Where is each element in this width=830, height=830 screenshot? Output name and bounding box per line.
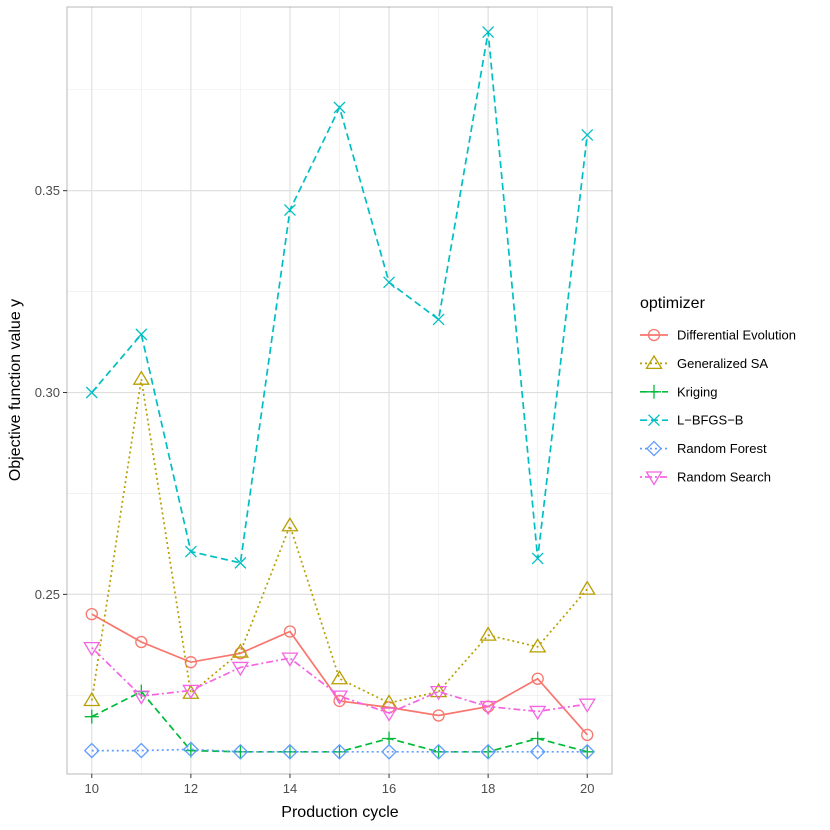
data-point [283,625,297,638]
data-point [232,743,249,760]
data-point [234,556,247,569]
legend-key-marker [647,384,661,399]
data-point [432,313,445,326]
legend-key-marker [648,414,660,427]
series-line [91,613,588,736]
x-tick-label: 10 [85,781,99,796]
data-point [432,709,445,722]
legend-item-l-bfgs-b: L−BFGS−B [640,413,743,428]
data-point [531,552,544,565]
legend-title: optimizer [640,295,706,312]
legend-item-kriging: Kriging [640,384,717,399]
series-random-forest [83,741,596,760]
data-point [85,386,98,399]
legend-label: Random Forest [677,441,767,456]
data-point [84,709,99,724]
data-point [333,101,346,114]
data-point [429,682,448,698]
x-tick-label: 16 [382,781,396,796]
data-point [381,743,397,760]
data-point [132,690,150,705]
data-point [383,276,396,289]
data-point [332,744,347,759]
data-point [83,691,101,707]
legend-label: Kriging [677,384,717,399]
series-random-search [83,641,596,722]
data-point [581,728,594,741]
legend-item-differential-evolution: Differential Evolution [640,328,796,343]
data-point [233,744,248,759]
data-point [283,204,296,217]
data-point [133,742,150,759]
legend-item-random-forest: Random Forest [640,440,767,457]
legend-label: Differential Evolution [677,328,796,343]
y-tick-label: 0.30 [35,385,60,400]
y-tick-label: 0.25 [35,587,60,602]
data-point [380,707,398,722]
data-point [479,626,497,641]
legend-label: Random Search [677,470,771,485]
data-point [182,684,200,700]
data-point [231,661,250,677]
x-axis-title: Production cycle [281,804,398,821]
panel-border [66,6,613,775]
data-point [578,580,596,595]
legend: optimizer Differential Evolution Generali… [640,295,796,486]
data-point [135,635,148,649]
x-axis: 10 12 14 16 18 20 [85,774,594,796]
data-point [183,743,198,758]
data-point [578,698,596,713]
data-point [281,652,299,667]
data-point [330,669,349,685]
data-point [330,690,349,705]
legend-key-marker [646,440,662,457]
data-point [581,129,594,141]
x-tick-label: 14 [283,781,297,796]
data-point [132,370,150,385]
data-point [479,700,497,716]
legend-key-marker [645,471,663,486]
series-line [91,647,588,714]
data-point [529,638,547,653]
data-point [579,743,596,760]
legend-item-random-search: Random Search [640,470,771,486]
data-point [83,742,100,759]
x-tick-label: 12 [184,781,198,796]
data-point [331,743,348,760]
y-tick-label: 0.35 [35,183,60,198]
data-point [430,743,447,760]
series-layer [83,26,596,760]
y-axis-title: Objective function value y [7,299,24,481]
data-point [529,705,547,721]
legend-key-marker [645,354,663,370]
series-l-bfgs-b [85,26,594,569]
data-point [429,685,448,701]
grid-major [67,7,612,774]
data-point [85,607,98,621]
data-point [231,643,250,658]
data-point [182,741,199,758]
data-point [530,731,545,746]
data-point [135,328,148,341]
x-tick-label: 20 [580,781,594,796]
data-point [382,731,397,746]
y-axis: 0.25 0.30 0.35 [35,183,67,602]
data-point [184,545,197,558]
data-point [282,744,297,759]
legend-item-generalized-sa: Generalized SA [640,354,768,371]
legend-label: L−BFGS−B [677,413,743,428]
data-point [281,516,299,532]
data-point [529,743,546,760]
legend-label: Generalized SA [677,356,768,371]
data-point [480,743,497,760]
data-point [282,743,298,760]
data-point [482,26,495,38]
x-tick-label: 18 [481,781,495,796]
data-point [83,641,101,657]
data-point [531,672,544,685]
legend-key-marker [647,328,661,342]
